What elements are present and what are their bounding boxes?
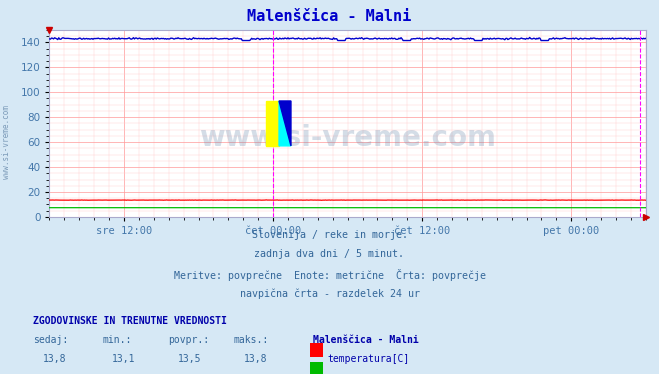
Text: povpr.:: povpr.: [168, 335, 209, 346]
Text: 13,5: 13,5 [178, 354, 202, 364]
Text: 13,8: 13,8 [43, 354, 67, 364]
Polygon shape [279, 101, 291, 146]
Text: 13,1: 13,1 [112, 354, 136, 364]
Text: www.si-vreme.com: www.si-vreme.com [199, 125, 496, 152]
Text: Slovenija / reke in morje.: Slovenija / reke in morje. [252, 230, 407, 240]
Text: min.:: min.: [102, 335, 132, 346]
Text: 13,8: 13,8 [244, 354, 268, 364]
Bar [266, 101, 279, 146]
Text: Meritve: povprečne  Enote: metrične  Črta: povprečje: Meritve: povprečne Enote: metrične Črta:… [173, 269, 486, 281]
Text: temperatura[C]: temperatura[C] [328, 354, 410, 364]
Text: navpična črta - razdelek 24 ur: navpična črta - razdelek 24 ur [239, 288, 420, 299]
Text: zadnja dva dni / 5 minut.: zadnja dva dni / 5 minut. [254, 249, 405, 260]
Text: ZGODOVINSKE IN TRENUTNE VREDNOSTI: ZGODOVINSKE IN TRENUTNE VREDNOSTI [33, 316, 227, 326]
Text: Malenščica - Malni: Malenščica - Malni [313, 335, 418, 346]
Text: sedaj:: sedaj: [33, 335, 68, 346]
Polygon shape [279, 101, 291, 146]
Text: Malenščica - Malni: Malenščica - Malni [247, 9, 412, 24]
Text: www.si-vreme.com: www.si-vreme.com [2, 105, 11, 179]
Text: maks.:: maks.: [234, 335, 269, 346]
